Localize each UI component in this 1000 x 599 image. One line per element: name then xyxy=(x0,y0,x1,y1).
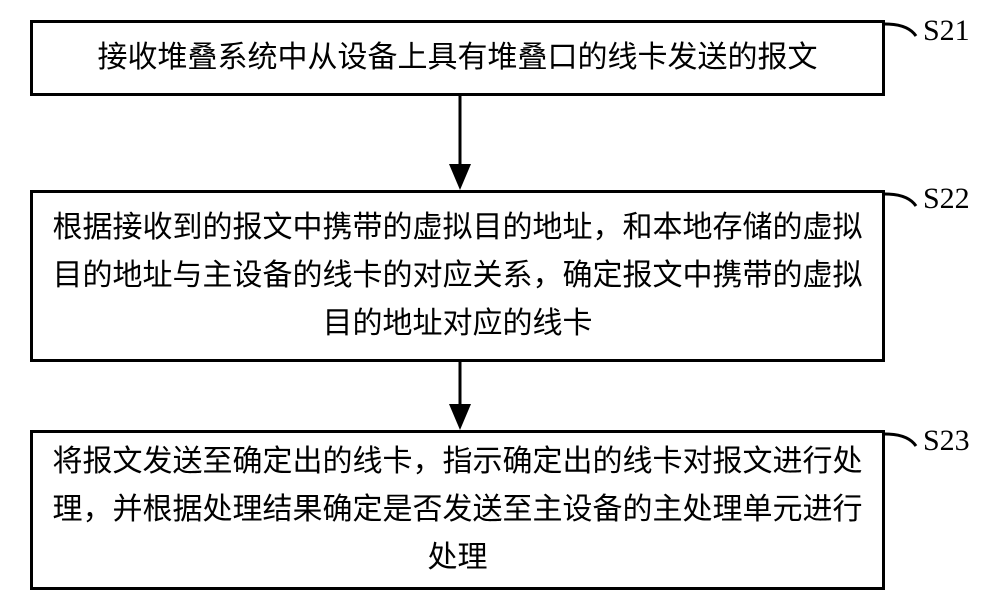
step-label-s22: S22 xyxy=(923,182,970,216)
edge-n2-n3-arrowhead xyxy=(449,404,471,430)
edge-n1-n2-arrowhead xyxy=(449,164,471,190)
flow-node-receive-message: 接收堆叠系统中从设备上具有堆叠口的线卡发送的报文 xyxy=(30,20,885,96)
leader-s21 xyxy=(885,24,916,36)
leader-s23 xyxy=(885,434,916,446)
flow-node-text: 将报文发送至确定出的线卡，指示确定出的线卡对报文进行处理，并根据处理结果确定是否… xyxy=(33,438,882,582)
flowchart-canvas: 接收堆叠系统中从设备上具有堆叠口的线卡发送的报文 根据接收到的报文中携带的虚拟目… xyxy=(0,0,1000,599)
flow-node-text: 接收堆叠系统中从设备上具有堆叠口的线卡发送的报文 xyxy=(80,34,836,82)
flow-node-text: 根据接收到的报文中携带的虚拟目的地址，和本地存储的虚拟目的地址与主设备的线卡的对… xyxy=(33,204,882,348)
step-label-s23: S23 xyxy=(923,424,970,458)
flow-node-determine-linecard: 根据接收到的报文中携带的虚拟目的地址，和本地存储的虚拟目的地址与主设备的线卡的对… xyxy=(30,190,885,362)
leader-s22 xyxy=(885,194,916,206)
step-label-s21: S21 xyxy=(923,14,970,48)
flow-node-send-and-process: 将报文发送至确定出的线卡，指示确定出的线卡对报文进行处理，并根据处理结果确定是否… xyxy=(30,430,885,590)
